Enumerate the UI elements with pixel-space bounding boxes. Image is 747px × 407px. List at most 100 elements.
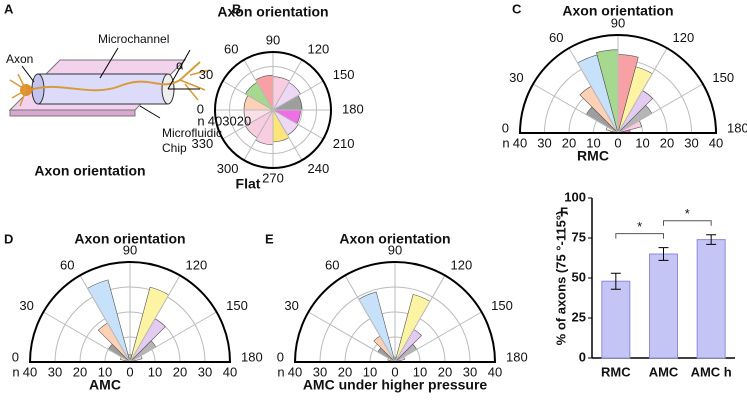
r-tick-label: 20 (438, 364, 452, 379)
angle-label: 0 (277, 349, 284, 364)
r-tick-label: 40 (23, 364, 37, 379)
angle-label: 120 (673, 30, 695, 45)
angle-label: 150 (333, 67, 355, 82)
x-axis-label: AMC (89, 377, 121, 393)
y-tick-label: 0 (579, 349, 586, 364)
panel-letter: B (232, 1, 241, 16)
spoke (79, 275, 131, 363)
spoke (243, 59, 274, 111)
angle-label: 180 (727, 120, 747, 135)
r-axis-label: n (277, 364, 284, 379)
spoke (272, 109, 303, 161)
axon-line (29, 61, 201, 92)
x-axis-label: AMC under higher pressure (303, 377, 488, 393)
pointer (139, 105, 161, 119)
panel-letter: C (512, 1, 522, 16)
x-tick-label: AMC h (691, 364, 732, 379)
angle-label: 210 (333, 136, 355, 151)
angle-label: 150 (491, 298, 513, 313)
label: α (176, 57, 184, 72)
angle-label: 60 (224, 42, 238, 57)
r-tick-label: 40 (223, 364, 237, 379)
spoke (308, 311, 396, 363)
angle-label: 120 (308, 42, 330, 57)
diagram-title: Axon orientation (34, 163, 145, 179)
y-tick-label: 100 (564, 189, 586, 204)
r-tick-label: 40 (709, 135, 723, 150)
r-tick-label: 0 (614, 135, 621, 150)
angle-label: 300 (217, 161, 239, 176)
angle-label: 240 (308, 161, 330, 176)
r-tick-label: 40 (488, 364, 502, 379)
label: Axon (6, 52, 33, 66)
spoke (222, 109, 274, 140)
significance-bracket (615, 233, 664, 239)
error-bar (610, 272, 621, 290)
r-tick-label: 40 (288, 364, 302, 379)
bar (601, 280, 631, 359)
chart-title: Axon orientation (217, 4, 328, 20)
r-tick-label: 30 (313, 364, 327, 379)
angle-label: 330 (192, 136, 214, 151)
spoke (43, 311, 131, 363)
pointer (99, 47, 119, 79)
r-tick-label: 10 (413, 364, 427, 379)
r-tick-label: 0 (391, 364, 398, 379)
angle-label: 30 (509, 70, 523, 85)
angle-label: 30 (284, 298, 298, 313)
error-bar (658, 247, 669, 261)
chart-title: Axon orientation (74, 231, 185, 247)
r-axis-label: n (12, 364, 19, 379)
panel-letter: D (4, 231, 13, 246)
r-tick-label: 0 (126, 364, 133, 379)
spoke (617, 47, 668, 134)
significance-label: * (685, 206, 690, 221)
axon-branch (179, 69, 211, 101)
r-tick-label: 20 (173, 364, 187, 379)
outline (214, 51, 332, 169)
y-tick-label: 75 (572, 229, 586, 244)
r-tick-label: 20 (660, 135, 674, 150)
r-tick-label: 30 (222, 113, 236, 128)
angle-label: 90 (266, 32, 280, 47)
panel-letter: F (560, 204, 568, 219)
spoke (272, 109, 324, 140)
label: Microfluidic (162, 126, 222, 140)
dendrites (9, 73, 27, 107)
chip-edge (9, 109, 136, 117)
panel-letter: E (265, 231, 274, 246)
angle-label: 30 (19, 298, 33, 313)
bar (649, 253, 678, 359)
spoke (617, 83, 704, 134)
r-axis-label: n (197, 113, 204, 128)
r-tick-label: 10 (98, 364, 112, 379)
spoke (394, 311, 482, 363)
r-tick-label: 10 (363, 364, 377, 379)
spoke (222, 80, 274, 111)
r-axis-label: n (502, 135, 509, 150)
r-tick-label: 10 (586, 135, 600, 150)
angle-label: 60 (325, 257, 339, 272)
angle-label: 90 (388, 242, 402, 257)
spoke (272, 59, 303, 111)
angle-label: 0 (12, 349, 19, 364)
outline (518, 34, 718, 134)
spoke (394, 275, 446, 363)
r-tick-label: 30 (684, 135, 698, 150)
panel-letter: A (4, 1, 14, 16)
y-tick-label: 25 (572, 309, 586, 324)
panel-a: A Axon Microchannel α Microfluidic Chip … (4, 1, 222, 178)
spoke (344, 275, 396, 363)
r-tick-label: 20 (562, 135, 576, 150)
r-tick-label: 30 (48, 364, 62, 379)
r-tick-label: 30 (463, 364, 477, 379)
significance-label: * (637, 219, 642, 234)
bar (696, 239, 726, 359)
r-tick-label: 30 (537, 135, 551, 150)
angle-label: 60 (549, 30, 563, 45)
r-tick-label: 20 (338, 364, 352, 379)
angle-label: 180 (342, 101, 364, 116)
label: Microchannel (98, 32, 169, 46)
r-tick-label: 30 (198, 364, 212, 379)
label: Chip (162, 141, 187, 155)
